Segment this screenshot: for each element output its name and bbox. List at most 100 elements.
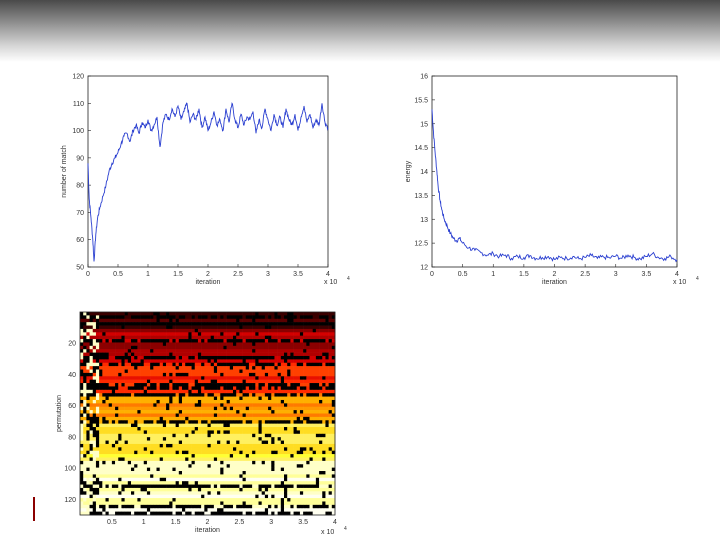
heatmap-cell	[143, 440, 148, 445]
heatmap-cell	[293, 423, 298, 428]
heatmap-cell	[299, 420, 304, 424]
heatmap-cell	[274, 494, 278, 499]
heatmap-cell	[156, 413, 160, 418]
heatmap-cell	[124, 423, 129, 428]
heatmap-cell	[194, 328, 199, 333]
heatmap-cell	[124, 399, 129, 404]
heatmap-cell	[118, 362, 122, 367]
heatmap-cell	[80, 433, 84, 438]
heatmap-cell	[271, 318, 275, 323]
heatmap-cell	[185, 491, 189, 495]
heatmap-cell	[83, 511, 87, 516]
heatmap-cell	[287, 511, 291, 516]
heatmap-cell	[118, 491, 122, 495]
heatmap-cell	[83, 427, 87, 431]
heatmap-cell	[156, 406, 160, 411]
heatmap-cell	[201, 460, 205, 465]
heatmap-cell	[89, 342, 94, 347]
heatmap-cell	[312, 406, 317, 411]
heatmap-cell	[159, 481, 164, 485]
heatmap-cell	[150, 457, 154, 462]
heatmap-cell	[328, 487, 333, 492]
heatmap-cell	[99, 362, 103, 367]
heatmap-cell	[277, 315, 282, 320]
heatmap-cell	[258, 393, 262, 397]
heatmap-cell	[226, 410, 231, 414]
heatmap-cell	[188, 349, 192, 353]
heatmap-cell	[188, 450, 192, 455]
heatmap-cell	[191, 498, 196, 502]
heatmap-cell	[236, 460, 240, 465]
heatmap-cell	[271, 437, 275, 441]
heatmap-cell	[207, 504, 211, 509]
heatmap-cell	[131, 481, 135, 485]
heatmap-cell	[284, 322, 288, 326]
heatmap-cell	[169, 312, 173, 316]
heatmap-cell	[322, 345, 326, 350]
heatmap-cell	[153, 437, 157, 441]
heatmap-cell	[191, 315, 196, 320]
heatmap-cell	[248, 508, 253, 512]
heatmap-cell	[143, 359, 148, 364]
heatmap-cell	[182, 413, 186, 418]
heatmap-cell	[296, 322, 301, 326]
heatmap-cell	[245, 416, 250, 421]
heatmap-cell	[306, 389, 310, 394]
heatmap-cell	[252, 454, 256, 458]
heatmap-cell	[121, 508, 125, 512]
heatmap-cell	[248, 325, 253, 330]
heatmap-cell	[255, 511, 259, 516]
heatmap-cell	[280, 467, 285, 472]
heatmap-cell	[306, 491, 310, 495]
heatmap-cell	[146, 423, 151, 428]
heatmap-cell	[229, 345, 234, 350]
heatmap-cell	[303, 369, 307, 374]
heatmap-cell	[159, 504, 164, 509]
heatmap-cell	[303, 433, 307, 438]
heatmap-cell	[258, 399, 262, 404]
heatmap-cell	[271, 457, 275, 462]
heatmap-cell	[153, 433, 157, 438]
heatmap-cell	[175, 443, 180, 448]
heatmap-cell	[166, 386, 170, 391]
heatmap-cell	[322, 467, 326, 472]
heatmap-cell	[277, 342, 282, 347]
heatmap-cell	[299, 379, 304, 384]
heatmap-cell	[325, 389, 329, 394]
heatmap-cell	[271, 379, 275, 384]
heatmap-cell	[159, 315, 164, 320]
heatmap-cell	[86, 511, 90, 516]
x-tick-label: 2	[553, 271, 557, 278]
heatmap-cell	[124, 352, 129, 357]
heatmap-cell	[213, 349, 218, 353]
heatmap-cell	[306, 443, 310, 448]
heatmap-cell	[236, 369, 240, 374]
heatmap-cell	[204, 484, 208, 489]
heatmap-cell	[315, 335, 320, 340]
heatmap-cell	[150, 504, 154, 509]
heatmap-cell	[296, 413, 301, 418]
heatmap-cell	[95, 403, 100, 408]
heatmap-cell	[175, 440, 180, 445]
heatmap-cell	[319, 440, 323, 445]
heatmap-cell	[166, 491, 170, 495]
heatmap-cell	[95, 325, 100, 330]
heatmap-cell	[252, 494, 256, 499]
heatmap-cell	[95, 406, 100, 411]
heatmap-cell	[134, 477, 138, 482]
heatmap-cell	[175, 430, 180, 435]
heatmap-cell	[207, 362, 211, 367]
heatmap-cell	[83, 443, 87, 448]
heatmap-cell	[299, 339, 304, 343]
heatmap-cell	[315, 481, 320, 485]
heatmap-cell	[315, 454, 320, 458]
heatmap-cell	[303, 460, 307, 465]
heatmap-cell	[118, 335, 122, 340]
heatmap-cell	[287, 491, 291, 495]
heatmap-cell	[309, 355, 313, 360]
heatmap-cell	[296, 443, 301, 448]
heatmap-cell	[236, 464, 240, 468]
heatmap-cell	[322, 312, 326, 316]
heatmap-cell	[319, 372, 323, 377]
heatmap-cell	[261, 362, 266, 367]
